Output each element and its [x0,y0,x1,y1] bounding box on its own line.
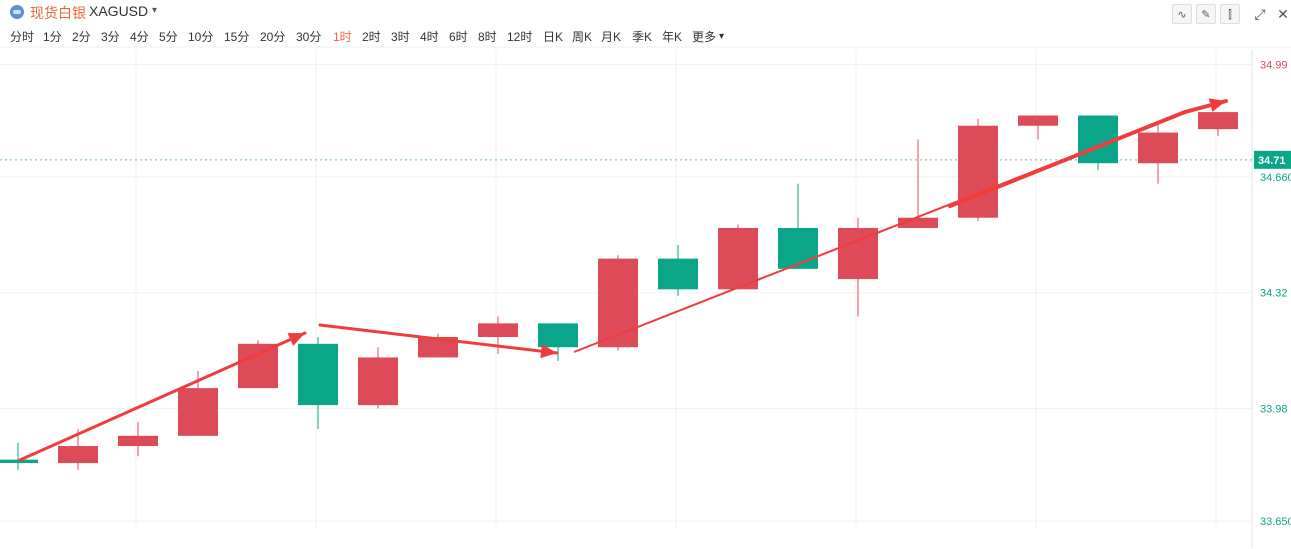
interval-3[interactable]: 3分 [101,30,120,44]
symbol-code[interactable]: XAGUSD [89,3,149,19]
interval-20[interactable]: 季K [632,30,653,44]
interval-18[interactable]: 周K [572,30,593,44]
interval-16[interactable]: 12时 [507,30,533,44]
interval-8[interactable]: 20分 [260,30,286,44]
interval-10[interactable]: 1时 [333,30,352,44]
candle-body-11 [658,258,698,290]
trend-arrow-1 [18,331,307,462]
interval-0[interactable]: 分时 [10,30,35,44]
interval-19[interactable]: 月K [601,30,622,44]
interval-2[interactable]: 2分 [72,30,91,44]
trend-arrow-3-head [1208,98,1226,112]
more-dropdown-icon[interactable]: ▾ [719,31,725,42]
candle-body-8 [478,323,518,337]
interval-13[interactable]: 4时 [420,30,439,44]
candle-body-17 [1018,115,1058,126]
interval-9[interactable]: 30分 [296,30,322,44]
trend-arrow-2 [318,323,559,355]
candle-body-12 [718,227,758,290]
interval-1[interactable]: 1分 [43,30,62,44]
interval-21[interactable]: 年K [662,30,683,44]
interval-11[interactable]: 2时 [362,30,381,44]
silver-logo-icon [10,5,24,19]
indicator-icon[interactable]: ∿ [1172,4,1192,24]
interval-7[interactable]: 15分 [224,30,250,44]
interval-15[interactable]: 8时 [478,30,497,44]
current-price-tag [1254,150,1291,169]
interval-4[interactable]: 4分 [130,30,149,44]
trend-arrow-2-head [540,344,557,359]
candlestick-icon[interactable]: ⫿ [1220,4,1240,24]
y-tick-label-4: 33.650 [1260,516,1291,528]
y-tick-label-3: 33.98 [1260,404,1288,416]
symbol-name[interactable]: 现货白银 [30,5,86,21]
interval-12[interactable]: 3时 [391,30,410,44]
candle-body-1 [58,446,98,464]
candle-body-5 [298,343,338,406]
expand-icon[interactable]: ⤢ [1254,6,1266,22]
candle-body-3 [178,388,218,436]
candle-body-14 [838,227,878,280]
current-price-label: 34.71 [1258,155,1286,167]
symbol-dropdown-icon[interactable]: ▾ [152,5,158,16]
interval-bar: 分时 1分 2分 3分 4分 5分 10分 15分 20分 30分 1时 2时 3时 4时 6时 8时 12时日… [0,26,1000,46]
interval-5[interactable]: 5分 [159,30,178,44]
trend-arrow-3-thick [948,110,1187,208]
candle-body-16 [958,125,998,218]
interval-22[interactable]: 更多 [692,30,717,44]
draw-icon[interactable]: ✎ [1196,4,1216,24]
close-icon[interactable]: ✕ [1277,6,1289,22]
candle-body-20 [1198,112,1238,130]
candle-body-2 [118,435,158,447]
interval-6[interactable]: 10分 [188,30,214,44]
y-tick-label-0: 34.99 [1260,59,1288,71]
candle-body-19 [1138,132,1178,164]
y-tick-label-1: 34.660 [1260,172,1291,184]
interval-17[interactable]: 日K [543,30,564,44]
candle-body-9 [538,323,578,348]
candle-body-4 [238,343,278,389]
interval-14[interactable]: 6时 [449,30,468,44]
candle-body-7 [418,337,458,358]
y-tick-label-2: 34.32 [1260,288,1288,300]
candle-body-10 [598,258,638,348]
trend-arrow-1-head [287,333,305,346]
chart-header: 现货白银 XAGUSD ▾ ∿ ✎ ⫿ ⤢ ✕ [0,0,1291,26]
candle-body-15 [898,217,938,228]
candle-body-13 [778,227,818,269]
candle-body-6 [358,357,398,406]
candle-body-0 [0,459,38,464]
